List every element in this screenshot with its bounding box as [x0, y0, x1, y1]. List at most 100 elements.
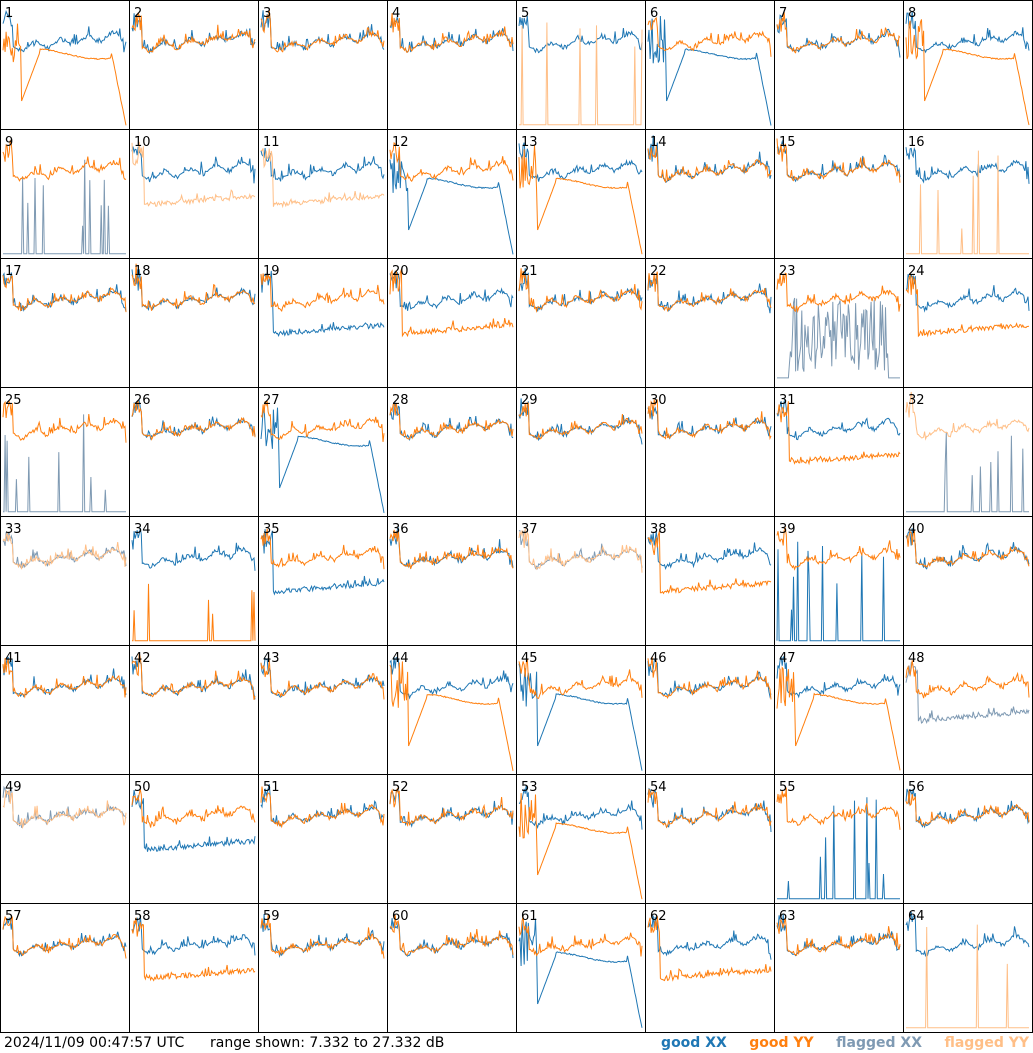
panel-frame [903, 0, 1033, 130]
panel-frame [129, 903, 259, 1033]
panel-55: 55 [774, 774, 904, 904]
panel-49: 49 [0, 774, 130, 904]
panel-label: 45 [521, 651, 538, 666]
panel-24-yy-line [905, 274, 1030, 338]
panel-36-yy-line [389, 529, 514, 569]
panel-27-xx-line [260, 407, 385, 513]
panel-59: 59 [258, 903, 388, 1033]
panel-53: 53 [516, 774, 646, 904]
panel-48-xx-line [905, 661, 1030, 724]
range-text: range shown: 7.332 to 27.332 dB [210, 1035, 445, 1051]
panel-label: 54 [650, 780, 667, 795]
panel-label: 29 [521, 393, 538, 408]
panel-label: 34 [134, 522, 151, 537]
panel-frame [903, 516, 1033, 646]
panel-22-yy-line [647, 271, 772, 313]
panel-40: 40 [903, 516, 1033, 646]
panel-label: 49 [5, 780, 22, 795]
panel-47: 47 [774, 645, 904, 775]
panel-31-yy-line [776, 401, 901, 466]
panel-label: 27 [263, 393, 280, 408]
panel-frame [387, 645, 517, 775]
panel-4-xx-line [389, 16, 514, 54]
legend: good XX good YY flagged XX flagged YY [643, 1033, 1029, 1053]
panel-frame [774, 645, 904, 775]
panel-label: 20 [392, 264, 409, 279]
panel-9: 9 [0, 129, 130, 259]
panel-39-xx-line [776, 541, 900, 642]
panel-47-xx-line [776, 655, 901, 699]
panel-label: 55 [779, 780, 796, 795]
panel-frame [645, 903, 775, 1033]
panel-14: 14 [645, 129, 775, 259]
panel-21-yy-line [518, 268, 643, 314]
panel-60-yy-line [389, 914, 514, 956]
panel-11: 11 [258, 129, 388, 259]
panel-41: 41 [0, 645, 130, 775]
panel-frame [774, 0, 904, 130]
panel-56-yy-line [905, 789, 1030, 826]
panel-label: 5 [521, 6, 529, 21]
panel-31-xx-line [776, 399, 901, 441]
panel-frame [387, 516, 517, 646]
panel-37: 37 [516, 516, 646, 646]
panel-64: 64 [903, 903, 1033, 1033]
panel-label: 21 [521, 264, 538, 279]
panel-50-xx-line [131, 789, 256, 852]
panel-label: 18 [134, 264, 151, 279]
panel-38: 38 [645, 516, 775, 646]
panel-35-yy-line [260, 528, 385, 570]
panel-frame [258, 0, 388, 130]
panel-64-yy-line [906, 924, 1029, 1029]
panel-frame [645, 0, 775, 130]
footer: 2024/11/09 00:47:57 UTC range shown: 7.3… [0, 1033, 1033, 1053]
panel-frame [258, 516, 388, 646]
panel-label: 39 [779, 522, 796, 537]
panel-label: 42 [134, 651, 151, 666]
panel-31: 31 [774, 387, 904, 517]
panel-frame [387, 387, 517, 517]
panel-42: 42 [129, 645, 259, 775]
panel-label: 40 [908, 522, 925, 537]
panel-45-xx-line [518, 663, 643, 771]
panel-label: 64 [908, 909, 925, 924]
panel-17: 17 [0, 258, 130, 388]
panel-frame [0, 903, 130, 1033]
panel-60: 60 [387, 903, 517, 1033]
panel-13-yy-line [518, 145, 643, 255]
panel-frame [129, 774, 259, 904]
panel-frame [774, 903, 904, 1033]
panel-frame [645, 258, 775, 388]
panel-label: 6 [650, 6, 658, 21]
panel-61-xx-line [518, 918, 643, 1028]
panel-label: 12 [392, 135, 409, 150]
panel-61-yy-line [518, 916, 643, 957]
panel-frame [516, 387, 646, 517]
legend-flagged-yy: flagged YY [944, 1035, 1029, 1051]
panel-label: 1 [5, 6, 13, 21]
panel-frame [129, 258, 259, 388]
legend-good-yy: good YY [749, 1035, 814, 1051]
panel-50-yy-line [131, 789, 256, 828]
panel-40-yy-line [905, 530, 1030, 568]
panel-6-yy-line [647, 17, 772, 57]
panel-35: 35 [258, 516, 388, 646]
panel-frame [516, 645, 646, 775]
panel-label: 16 [908, 135, 925, 150]
panel-23: 23 [774, 258, 904, 388]
panel-label: 53 [521, 780, 538, 795]
panel-55-xx-line [777, 797, 900, 900]
panel-frame [387, 129, 517, 259]
panel-label: 61 [521, 909, 538, 924]
panel-50: 50 [129, 774, 259, 904]
panel-21-xx-line [518, 268, 643, 312]
panel-label: 13 [521, 135, 538, 150]
panel-frame [774, 516, 904, 646]
panel-16-xx-line [905, 147, 1030, 184]
panel-44-yy-line [389, 661, 514, 771]
panel-52-yy-line [389, 787, 514, 827]
panel-frame [0, 516, 130, 646]
panel-frame [387, 0, 517, 130]
panel-32-yy-line [905, 391, 1030, 441]
panel-2-yy-line [131, 12, 256, 54]
